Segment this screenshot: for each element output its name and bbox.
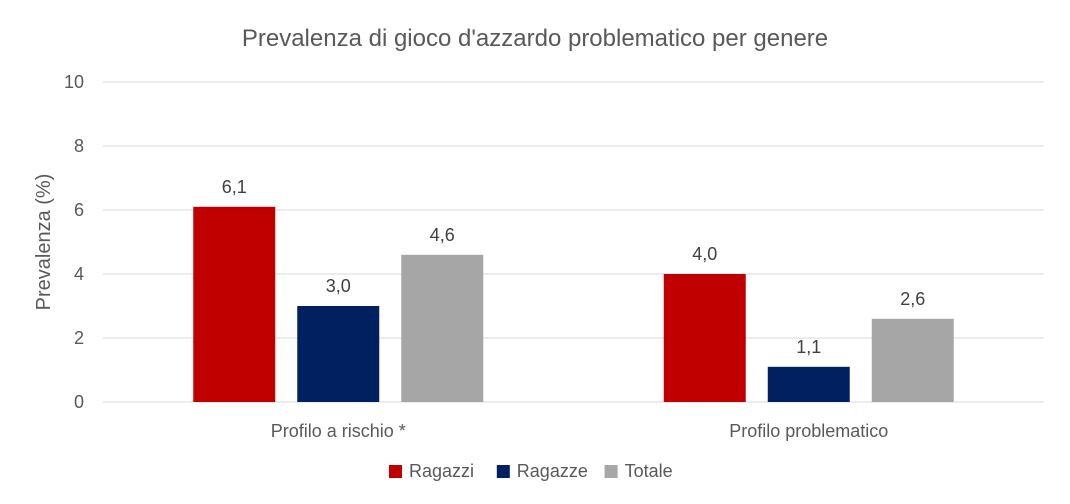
y-tick-label: 8 xyxy=(74,136,84,156)
chart-title: Prevalenza di gioco d'azzardo problemati… xyxy=(242,25,828,52)
legend-label: Ragazze xyxy=(517,461,588,481)
x-category-label: Profilo problematico xyxy=(729,421,888,441)
data-label: 1,1 xyxy=(796,337,821,357)
data-label: 3,0 xyxy=(326,276,351,296)
y-tick-label: 2 xyxy=(74,328,84,348)
legend-swatch xyxy=(496,465,510,478)
data-label: 6,1 xyxy=(222,177,247,197)
data-labels: 6,1 3,0 4,6 4,0 1,1 2,6 xyxy=(222,177,926,357)
bars xyxy=(193,206,954,402)
y-tick-label: 6 xyxy=(74,200,84,220)
bar-ragazzi xyxy=(193,206,276,402)
x-category-label: Profilo a rischio * xyxy=(271,421,406,441)
y-tick-label: 4 xyxy=(74,264,84,284)
data-label: 2,6 xyxy=(900,289,925,309)
legend-swatch xyxy=(604,465,618,478)
legend-label: Ragazzi xyxy=(409,461,474,481)
x-axis-categories: Profilo a rischio * Profilo problematico xyxy=(271,421,889,441)
y-tick-label: 0 xyxy=(74,392,84,412)
bar-totale xyxy=(871,318,954,402)
bar-ragazzi xyxy=(663,274,746,402)
bar-ragazze xyxy=(767,366,850,402)
y-axis-label: Prevalenza (%) xyxy=(33,174,55,311)
data-label: 4,0 xyxy=(692,244,717,264)
y-axis-ticks: 0 2 4 6 8 10 xyxy=(64,72,84,412)
legend-item-ragazzi: Ragazzi xyxy=(389,461,474,481)
legend-label: Totale xyxy=(625,461,673,481)
legend-swatch xyxy=(389,465,402,478)
bar-ragazze xyxy=(297,306,380,402)
y-tick-label: 10 xyxy=(64,72,84,92)
legend: Ragazzi Ragazze Totale xyxy=(389,461,673,481)
legend-item-totale: Totale xyxy=(604,461,673,481)
data-label: 4,6 xyxy=(430,225,455,245)
legend-item-ragazze: Ragazze xyxy=(496,461,588,481)
bar-totale xyxy=(401,254,484,402)
